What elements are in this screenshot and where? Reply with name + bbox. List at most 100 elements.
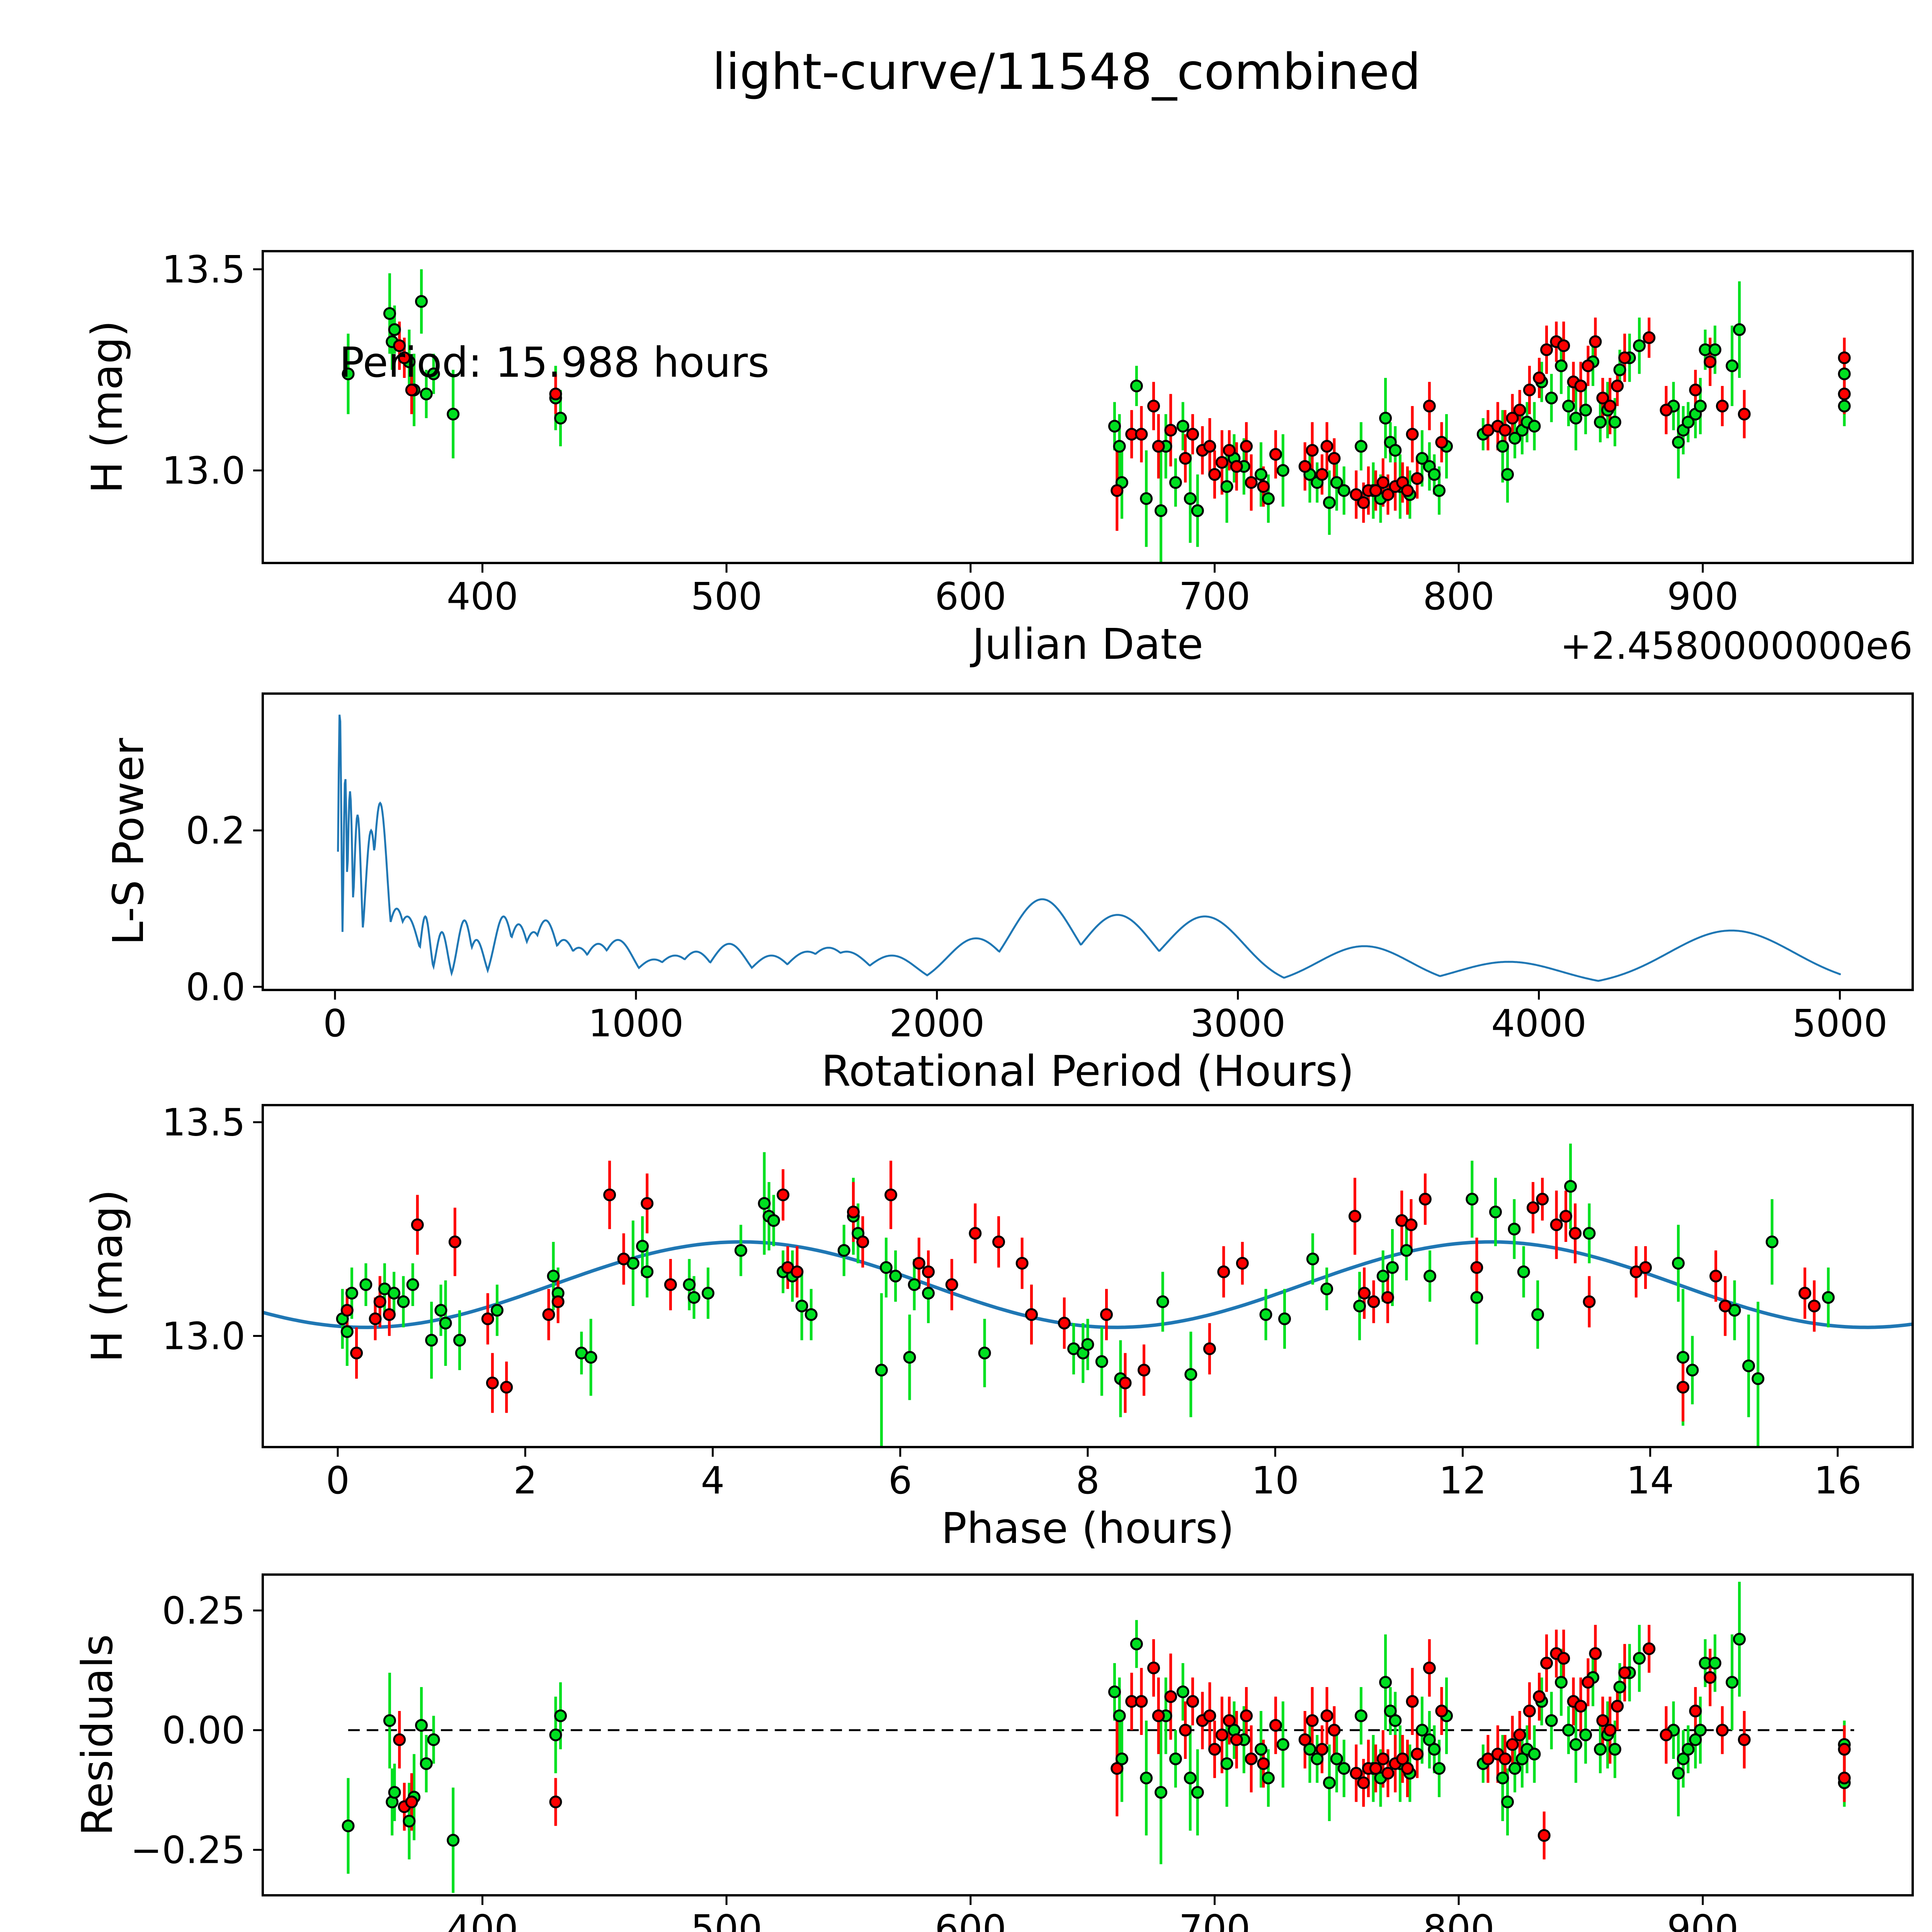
plot-area [337, 714, 1841, 982]
data-point [1217, 1265, 1230, 1278]
data-point [1245, 476, 1258, 489]
data-point [1100, 1308, 1113, 1321]
data-point [1376, 476, 1389, 489]
data-point [481, 1312, 494, 1325]
p1-x-axis-label: Julian Date [970, 619, 1203, 669]
data-point [388, 1786, 401, 1799]
data-point [405, 383, 418, 396]
data-point [1203, 1709, 1216, 1722]
data-point [1257, 480, 1270, 493]
data-point [1254, 1743, 1267, 1756]
data-point [1533, 1690, 1546, 1703]
data-point [1643, 1642, 1656, 1655]
data-point [837, 1244, 850, 1257]
data-point [425, 1333, 438, 1347]
data-point [1559, 1210, 1572, 1223]
data-point [1618, 351, 1631, 364]
data-point [342, 367, 355, 381]
data-point [1328, 1724, 1341, 1737]
data-point [617, 1252, 630, 1265]
x-tick-label: 400 [447, 1907, 518, 1932]
data-point [340, 1304, 354, 1317]
data-point [1513, 403, 1526, 417]
data-point [342, 1819, 355, 1832]
data-point [1808, 1299, 1821, 1313]
data-point [1508, 1762, 1521, 1775]
data-point [1596, 1714, 1609, 1727]
data-point [1184, 1771, 1197, 1784]
data-point [1694, 1724, 1707, 1737]
x-tick-label: 16 [1814, 1459, 1861, 1502]
p3-y-axis-label: H (mag) [82, 1189, 132, 1362]
data-point [1147, 400, 1160, 413]
data-point [1531, 1308, 1544, 1321]
p4-y-axis-label: Residuals [73, 1634, 122, 1836]
data-point [1191, 504, 1204, 517]
data-point [1379, 412, 1392, 425]
data-point [641, 1265, 654, 1278]
data-point [889, 1270, 902, 1282]
data-point [1672, 436, 1685, 449]
data-point [373, 1295, 386, 1308]
data-point [1154, 504, 1167, 517]
data-point [369, 1312, 382, 1325]
data-point [1113, 440, 1126, 453]
data-point [1269, 448, 1282, 461]
data-point [1311, 1752, 1324, 1765]
data-point [1496, 1771, 1509, 1784]
data-point [1513, 1728, 1526, 1742]
data-point [1498, 1752, 1512, 1765]
data-point [1686, 1364, 1699, 1377]
data-point [1423, 1733, 1436, 1746]
data-point [406, 1278, 419, 1291]
data-point [1025, 1308, 1038, 1321]
fit-curve [263, 1240, 1913, 1329]
data-point [1423, 1662, 1436, 1675]
data-point [1396, 1752, 1409, 1765]
data-point [1147, 1662, 1160, 1675]
data-point [547, 1270, 560, 1282]
data-point [1677, 1381, 1690, 1394]
data-point [1496, 440, 1509, 453]
data-point [1726, 359, 1739, 372]
data-point [908, 1278, 921, 1291]
data-point [1259, 1308, 1272, 1321]
data-point [1215, 456, 1228, 469]
data-point [1169, 1752, 1182, 1765]
plot-area [342, 1582, 1854, 1893]
data-point [427, 367, 440, 381]
p1-y-axis-label: H (mag) [82, 320, 132, 493]
data-point [350, 1347, 363, 1360]
data-point [1369, 484, 1382, 497]
data-point [1320, 1282, 1333, 1296]
data-point [1230, 1733, 1243, 1746]
figure-title: light-curve/11548_combined [712, 43, 1421, 101]
data-point [1569, 1227, 1582, 1240]
data-point [1536, 1192, 1549, 1206]
data-point [1726, 1676, 1739, 1689]
data-point [1354, 1709, 1367, 1722]
data-point [734, 1244, 747, 1257]
data-point [1574, 379, 1587, 393]
data-point [1682, 416, 1695, 429]
data-point [1742, 1359, 1755, 1372]
data-point [1838, 351, 1851, 364]
data-point [1113, 1709, 1126, 1722]
data-point [500, 1381, 513, 1394]
data-point [1508, 1223, 1521, 1236]
data-point [1798, 1287, 1811, 1300]
data-point [1389, 1714, 1402, 1727]
data-point [1186, 1695, 1199, 1708]
p1-x-offset-text: +2.4580000000e6 [1560, 624, 1913, 668]
data-point [1738, 1733, 1751, 1746]
data-point [701, 1287, 714, 1300]
data-point [1501, 468, 1514, 481]
x-tick-label: 12 [1439, 1459, 1486, 1502]
data-point [1245, 1752, 1258, 1765]
data-point [1176, 1685, 1189, 1699]
data-point [1381, 1767, 1395, 1780]
data-point [1716, 400, 1729, 413]
data-point [1306, 1252, 1319, 1265]
data-point [1583, 1227, 1596, 1240]
data-point [1677, 1351, 1690, 1364]
